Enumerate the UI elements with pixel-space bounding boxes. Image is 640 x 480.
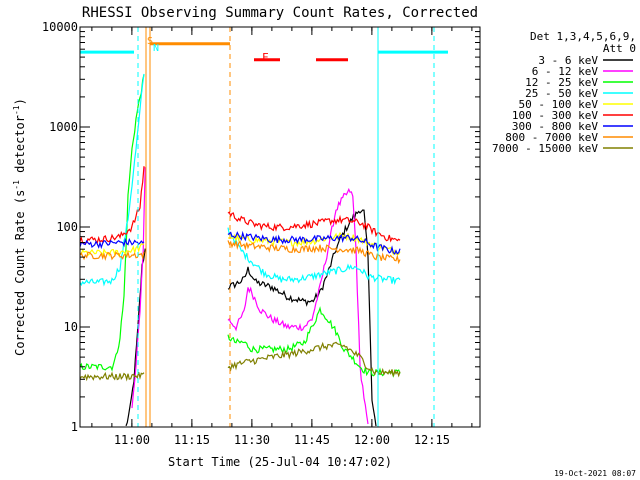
series-layer (79, 73, 401, 427)
legend-label-7: 800 - 7000 keV (505, 131, 598, 144)
y-tick-label-0: 1 (71, 420, 78, 434)
y-axis-label-sup1: -1 (12, 180, 21, 190)
x-tick-label-0: 11:00 (114, 433, 150, 447)
x-tick-label-4: 12:00 (354, 433, 390, 447)
y-axis-label-mid: detector (13, 115, 27, 180)
series-line-7 (79, 239, 401, 265)
series-line-8 (79, 341, 401, 382)
y-tick-label-2: 100 (56, 220, 78, 234)
legend-label-3: 25 - 50 keV (525, 87, 598, 100)
y-axis-label-sup2: -1 (12, 105, 21, 115)
flag-label-flare: F (262, 51, 269, 64)
series-line-5 (79, 166, 401, 244)
flag-label-saa-s: S (147, 36, 153, 47)
x-tick-label-2: 11:30 (234, 433, 270, 447)
series-line-2 (79, 74, 401, 378)
legend-label-1: 6 - 12 keV (532, 65, 599, 78)
legend-header-line1: Det 1,3,4,5,6,9, (530, 30, 636, 43)
x-axis-label: Start Time (25-Jul-04 10:47:02) (168, 455, 392, 469)
y-axis-label-end: ) (13, 98, 27, 105)
timestamp: 19-Oct-2021 08:07 (554, 469, 636, 478)
series-line-3 (79, 73, 401, 287)
legend-label-5: 100 - 300 keV (512, 109, 598, 122)
series-line-6 (79, 230, 401, 255)
legend-header-line2: Att 0 (603, 42, 636, 55)
y-axis-label-main: Corrected Count Rate (s (13, 190, 27, 356)
y-tick-label-4: 10000 (42, 20, 78, 34)
y-axis-label: Corrected Count Rate (s-1 detector-1) (12, 98, 27, 356)
series-line-1 (131, 167, 369, 425)
chart-title: RHESSI Observing Summary Count Rates, Co… (82, 5, 478, 21)
legend-label-6: 300 - 800 keV (512, 120, 598, 133)
flag-label-saa-n: N (153, 43, 159, 54)
flags-layer (80, 42, 448, 62)
x-tick-label-3: 11:45 (294, 433, 330, 447)
axes-layer: 1 10 100 1000 10000 11:00 11:15 11:30 11:45 12:00… (42, 20, 480, 447)
legend-label-0: 3 - 6 keV (538, 54, 598, 67)
legend-label-2: 12 - 25 keV (525, 76, 598, 89)
x-tick-label-5: 12:15 (414, 433, 450, 447)
y-tick-label-3: 1000 (49, 120, 78, 134)
y-tick-label-1: 10 (64, 320, 78, 334)
legend-label-4: 50 - 100 keV (519, 98, 599, 111)
x-tick-label-1: 11:15 (174, 433, 210, 447)
legend-label-8: 7000 - 15000 keV (492, 142, 598, 155)
